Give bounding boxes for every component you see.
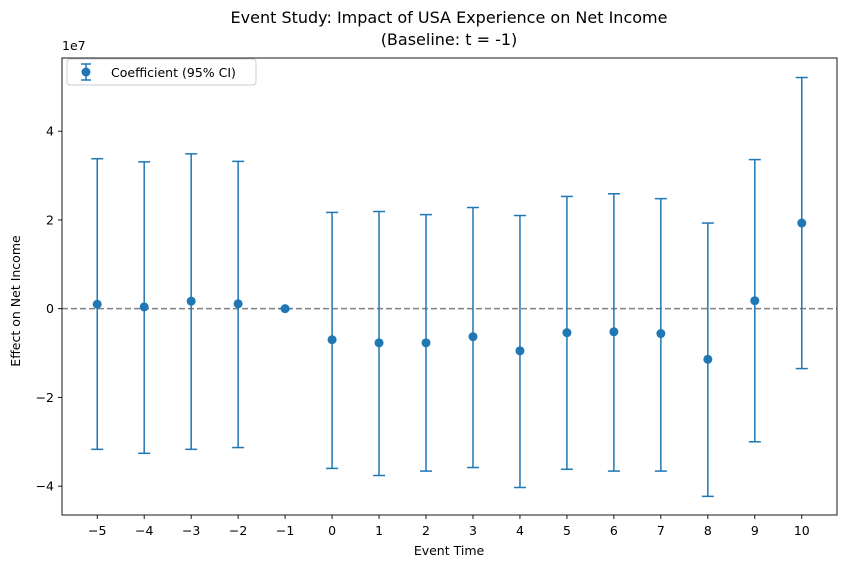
x-tick-label: 3: [469, 523, 477, 538]
y-axis-label: Effect on Net Income: [8, 235, 23, 367]
legend-entry-label: Coefficient (95% CI): [111, 65, 236, 80]
plot-frame: [61, 57, 838, 516]
x-tick-label: 2: [422, 523, 430, 538]
x-tick-label: 1: [375, 523, 383, 538]
y-axis: −4 −2 0 2 4: [36, 124, 62, 494]
data-point: [750, 296, 760, 306]
y-tick-label: −2: [36, 390, 54, 405]
plot-area: [62, 76, 837, 498]
x-tick-label: −4: [135, 523, 153, 538]
data-point: [515, 346, 525, 356]
chart-title: Event Study: Impact of USA Experience on…: [231, 8, 668, 27]
y-tick-label: 2: [46, 212, 54, 227]
data-point: [139, 302, 149, 312]
data-point: [703, 354, 713, 364]
legend: Coefficient (95% CI): [66, 58, 257, 86]
data-point: [280, 304, 290, 314]
y-tick-label: 4: [46, 124, 54, 139]
x-axis: −5 −4 −3 −2 −1 0 1 2 3 4 5 6 7 8 9 10: [88, 515, 810, 538]
data-point: [609, 327, 619, 337]
data-point: [421, 338, 431, 348]
x-tick-label: −2: [229, 523, 247, 538]
x-tick-label: 9: [751, 523, 759, 538]
x-axis-label: Event Time: [414, 543, 485, 558]
x-tick-label: −1: [276, 523, 294, 538]
legend-box: [66, 58, 257, 86]
x-tick-label: 10: [794, 523, 810, 538]
data-point: [233, 299, 243, 309]
data-point: [186, 296, 196, 306]
legend-point-marker: [81, 67, 91, 77]
data-point: [656, 329, 666, 339]
data-point: [327, 335, 337, 345]
y-tick-label: 0: [46, 301, 54, 316]
data-point: [797, 218, 807, 228]
x-tick-label: 8: [704, 523, 712, 538]
data-point: [374, 338, 384, 348]
data-point: [92, 299, 102, 309]
x-tick-label: 4: [516, 523, 524, 538]
x-tick-label: 7: [657, 523, 665, 538]
x-tick-label: −5: [88, 523, 106, 538]
data-point: [468, 332, 478, 342]
x-tick-label: 6: [610, 523, 618, 538]
y-offset-label: 1e7: [62, 38, 86, 53]
y-tick-label: −4: [36, 479, 54, 494]
x-tick-label: 5: [563, 523, 571, 538]
x-tick-label: 0: [328, 523, 336, 538]
chart-subtitle: (Baseline: t = -1): [381, 30, 518, 49]
data-point: [562, 328, 572, 338]
x-tick-label: −3: [182, 523, 200, 538]
